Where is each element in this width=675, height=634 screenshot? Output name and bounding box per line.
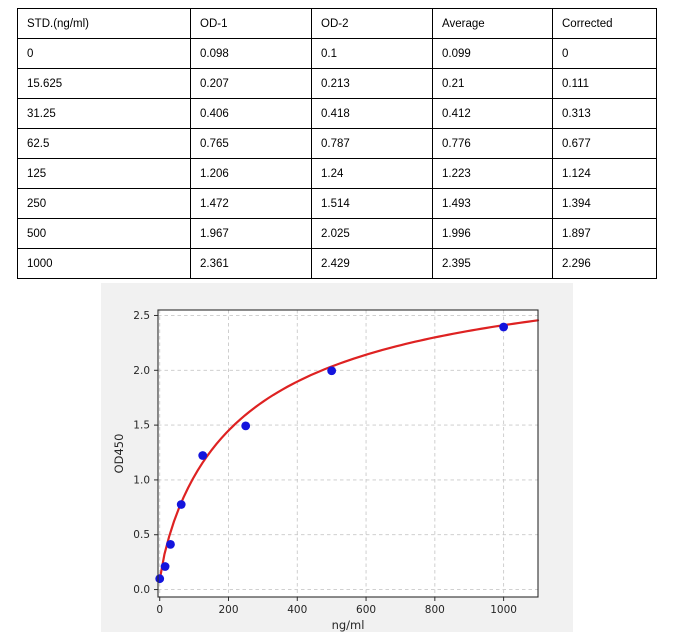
data-point <box>155 574 165 584</box>
axis-ticks <box>154 314 505 601</box>
y-axis-label: OD450 <box>112 434 126 474</box>
data-point <box>241 421 251 431</box>
x-axis-label: ng/ml <box>332 618 365 632</box>
table-cell: 0 <box>17 38 191 69</box>
table-header-row: STD.(ng/ml) OD-1 OD-2 Average Corrected <box>17 8 657 39</box>
data-point <box>166 539 175 549</box>
y-tick-labels: 0.0 0.5 1.0 1.5 2.0 2.5 <box>133 310 150 596</box>
column-header: STD.(ng/ml) <box>17 8 191 39</box>
table-body: 0 0.098 0.1 0.099 0 15.625 0.207 0.213 0.21 0.111… <box>17 38 657 279</box>
table-row: 15.625 0.207 0.213 0.21 0.111 <box>17 68 657 99</box>
table-cell: 1.472 <box>190 188 312 219</box>
gridlines <box>158 310 538 597</box>
table-cell: 125 <box>17 158 191 189</box>
svg-text:0: 0 <box>156 604 163 616</box>
table-cell: 0.21 <box>432 68 553 99</box>
table-row: 0 0.098 0.1 0.099 0 <box>17 38 657 69</box>
table-cell: 1.394 <box>552 188 657 219</box>
table-cell: 250 <box>17 188 191 219</box>
table-cell: 2.429 <box>311 248 433 279</box>
svg-text:800: 800 <box>425 604 445 616</box>
table-row: 1000 2.361 2.429 2.395 2.296 <box>17 248 657 279</box>
table-cell: 0.099 <box>432 38 553 69</box>
data-point <box>327 366 337 376</box>
table-cell: 2.361 <box>190 248 312 279</box>
table-cell: 1.124 <box>552 158 657 189</box>
table-cell: 0.418 <box>311 98 433 129</box>
table-cell: 1.223 <box>432 158 553 189</box>
svg-text:2.0: 2.0 <box>133 365 150 377</box>
table-row: 250 1.472 1.514 1.493 1.394 <box>17 188 657 219</box>
table-cell: 0.765 <box>190 128 312 159</box>
standards-table: STD.(ng/ml) OD-1 OD-2 Average Corrected 0 0.0… <box>17 8 657 279</box>
table-cell: 1.206 <box>190 158 312 189</box>
data-point <box>160 562 170 571</box>
svg-text:0.5: 0.5 <box>133 529 150 541</box>
svg-text:1.5: 1.5 <box>133 420 150 432</box>
table-cell: 2.296 <box>552 248 657 279</box>
standard-curve-figure: 0 200 400 600 800 1000 0.0 0.5 1.0 1.5 2.0 2.5 ng/ml… <box>101 283 573 632</box>
table-cell: 500 <box>17 218 191 249</box>
table-cell: 0.677 <box>552 128 657 159</box>
data-point <box>499 322 509 332</box>
data-points <box>155 322 509 584</box>
table-cell: 0.313 <box>552 98 657 129</box>
table-cell: 2.025 <box>311 218 433 249</box>
table-cell: 0.207 <box>190 68 312 99</box>
table-cell: 1.897 <box>552 218 657 249</box>
table-cell: 1.996 <box>432 218 553 249</box>
table-cell: 31.25 <box>17 98 191 129</box>
column-header: OD-2 <box>311 8 433 39</box>
table-cell: 15.625 <box>17 68 191 99</box>
plot-frame <box>157 309 539 598</box>
table-row: 500 1.967 2.025 1.996 1.897 <box>17 218 657 249</box>
table-cell: 1.493 <box>432 188 553 219</box>
svg-text:200: 200 <box>218 604 238 616</box>
table-cell: 0.1 <box>311 38 433 69</box>
table-cell: 0.406 <box>190 98 312 129</box>
table-cell: 0.787 <box>311 128 433 159</box>
column-header: Average <box>432 8 553 39</box>
table-cell: 0.412 <box>432 98 553 129</box>
column-header: OD-1 <box>190 8 312 39</box>
table-cell: 0 <box>552 38 657 69</box>
table-row: 125 1.206 1.24 1.223 1.124 <box>17 158 657 189</box>
table-cell: 1.24 <box>311 158 433 189</box>
svg-text:0.0: 0.0 <box>133 584 150 596</box>
table-cell: 1.514 <box>311 188 433 219</box>
table-cell: 1.967 <box>190 218 312 249</box>
data-point <box>176 500 186 509</box>
table-cell: 1000 <box>17 248 191 279</box>
table-row: 31.25 0.406 0.418 0.412 0.313 <box>17 98 657 129</box>
table-cell: 0.213 <box>311 68 433 99</box>
svg-text:400: 400 <box>287 604 307 616</box>
data-point <box>198 451 208 460</box>
plot-area <box>158 310 538 597</box>
table-cell: 62.5 <box>17 128 191 159</box>
table-cell: 0.776 <box>432 128 553 159</box>
svg-text:2.5: 2.5 <box>133 310 150 322</box>
fit-curve <box>158 319 540 581</box>
x-tick-labels: 0 200 400 600 800 1000 <box>156 604 517 616</box>
table-cell: 0.098 <box>190 38 312 69</box>
svg-text:600: 600 <box>356 604 376 616</box>
standard-curve-chart: 0 200 400 600 800 1000 0.0 0.5 1.0 1.5 2.0 2.5 ng/ml… <box>112 309 540 632</box>
svg-text:1000: 1000 <box>490 604 517 616</box>
table-cell: 2.395 <box>432 248 553 279</box>
table-cell: 0.111 <box>552 68 657 99</box>
column-header: Corrected <box>552 8 657 39</box>
table-row: 62.5 0.765 0.787 0.776 0.677 <box>17 128 657 159</box>
svg-text:1.0: 1.0 <box>133 474 150 486</box>
